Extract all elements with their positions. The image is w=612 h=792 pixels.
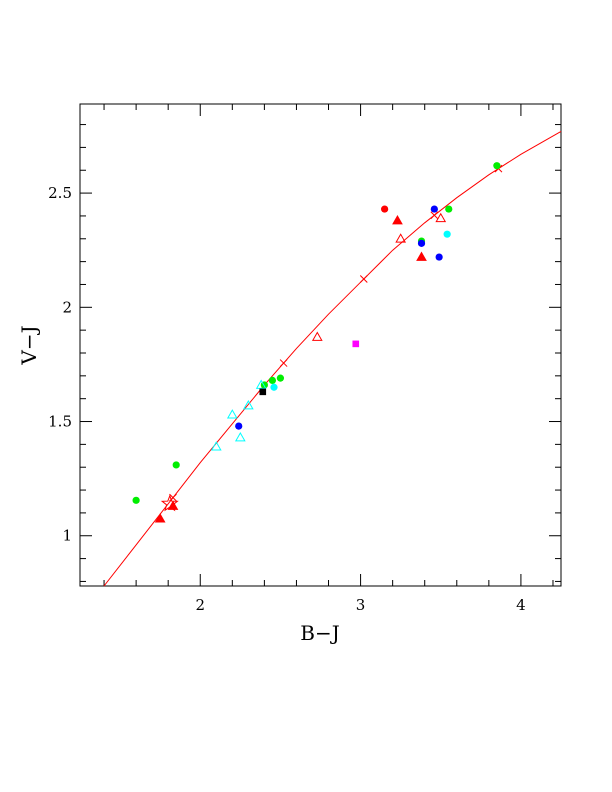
data-point-triangle [392, 214, 403, 225]
data-point-circle [381, 205, 389, 213]
data-point-circle [270, 383, 278, 391]
data-point-circle [172, 461, 180, 469]
data-point-circle [430, 205, 438, 213]
data-point-circle [235, 422, 243, 430]
data-point-circle [493, 162, 501, 170]
data-point-triangle-open [435, 212, 447, 223]
data-point-triangle-open [226, 409, 238, 419]
y-tick-label: 1 [62, 527, 72, 545]
plot-frame [79, 103, 562, 587]
data-point-square [259, 388, 267, 396]
data-point-triangle [416, 251, 427, 261]
curve-cross-marker [169, 493, 177, 502]
x-tick-label: 4 [516, 596, 526, 614]
curve-cross-marker [430, 211, 439, 220]
y-tick-label: 2 [62, 298, 72, 316]
y-tick-label: 1.5 [48, 413, 72, 431]
data-point-triangle-open [255, 379, 267, 389]
axis-ticks [80, 104, 561, 586]
curve-cross-marker [279, 359, 288, 367]
data-point-square [352, 340, 360, 348]
data-point-triangle-open [234, 432, 246, 442]
data-point-circle [132, 496, 140, 504]
x-tick-label: 3 [356, 596, 366, 614]
data-point-circle [417, 239, 426, 247]
y-tick-label: 2.5 [48, 184, 72, 202]
data-point-circle [445, 205, 453, 213]
data-point-triangle-open [242, 400, 254, 410]
data-point-star-open [160, 494, 179, 512]
data-points-layer [132, 162, 501, 523]
axis-tick-labels: 2 3 4 1 1.5 2 2.5 [48, 184, 526, 614]
data-point-triangle-open [210, 441, 222, 451]
x-tick-label: 2 [195, 596, 205, 614]
data-point-triangle-open [311, 331, 323, 341]
fit-curve-layer [103, 130, 562, 587]
y-axis-label: V−J [17, 325, 41, 365]
data-point-circle [435, 253, 443, 261]
data-point-triangle-open [395, 233, 407, 243]
data-point-circle [276, 374, 285, 382]
data-point-circle [268, 376, 276, 385]
fit-curve-line [103, 130, 562, 587]
data-point-circle [443, 230, 451, 238]
curve-cross-marker [359, 275, 368, 283]
x-axis-label: B−J [300, 621, 339, 645]
data-point-triangle [154, 513, 166, 523]
